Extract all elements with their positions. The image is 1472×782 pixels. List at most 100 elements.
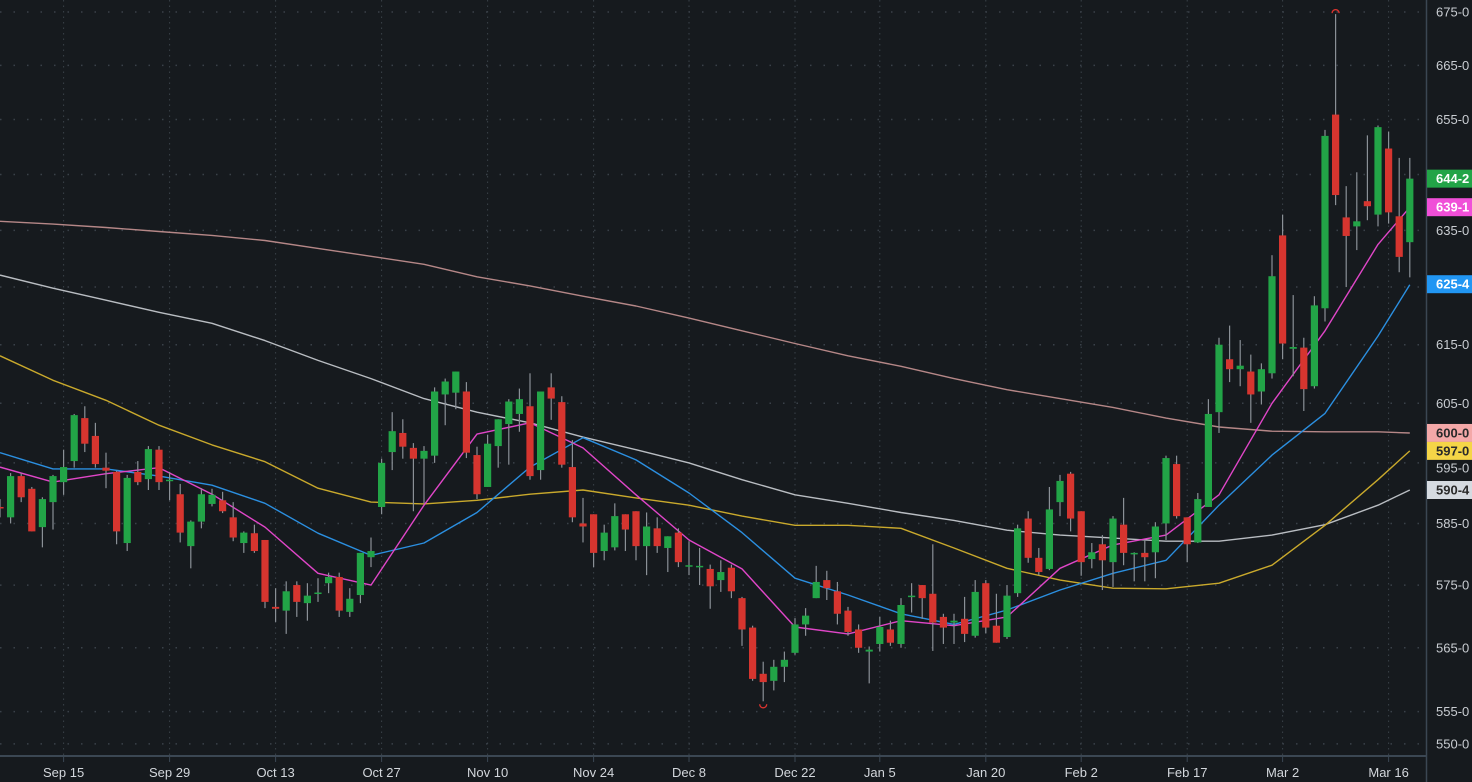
- candle-body: [727, 567, 735, 592]
- candle-body: [399, 432, 407, 447]
- candle: [1353, 172, 1361, 251]
- x-tick-label: Feb 2: [1065, 765, 1098, 780]
- candle: [187, 520, 195, 569]
- candle-body: [282, 591, 290, 611]
- candle-body: [1003, 595, 1011, 638]
- x-tick-label: Mar 16: [1368, 765, 1408, 780]
- candle: [1141, 539, 1149, 582]
- candle: [314, 578, 322, 602]
- candle: [876, 616, 884, 652]
- candle-body: [897, 605, 905, 644]
- candle: [1363, 135, 1371, 221]
- candle-body: [187, 521, 195, 547]
- price-label: 625-4: [1427, 275, 1472, 294]
- high-low-markers: [759, 8, 1340, 709]
- moving-average-line-4: [0, 206, 1411, 635]
- candle-body: [1268, 276, 1276, 374]
- price-label-box: [1427, 423, 1472, 442]
- candle: [1173, 455, 1181, 519]
- candle: [558, 396, 566, 468]
- candle-body: [102, 467, 110, 471]
- candle-body: [579, 523, 587, 527]
- candle-body: [1342, 217, 1350, 236]
- candle: [38, 497, 46, 548]
- candle-body: [1236, 365, 1244, 370]
- price-label: 597-0: [1427, 441, 1472, 460]
- candle-body: [1098, 544, 1106, 561]
- candle: [409, 443, 417, 512]
- candle-body: [717, 572, 725, 581]
- price-label: 639-1: [1427, 198, 1472, 217]
- candle-body: [844, 610, 852, 632]
- candle-body: [855, 629, 863, 648]
- candle: [261, 539, 269, 609]
- candle: [1120, 497, 1128, 566]
- y-axis[interactable]: 675-0 665-0 655-0 635-0 615-0 605-0 595-0 585-0…: [1436, 5, 1469, 752]
- candle-body: [1289, 347, 1297, 349]
- candle: [738, 596, 746, 646]
- candle-body: [590, 514, 598, 553]
- candle-body: [653, 528, 661, 547]
- candle-body: [166, 479, 174, 482]
- candle-body: [1014, 528, 1022, 594]
- candle-body: [314, 592, 322, 595]
- candle-body: [537, 391, 545, 471]
- candle: [123, 474, 131, 552]
- y-tick-label: 655-0: [1436, 112, 1469, 127]
- x-axis[interactable]: Sep 15 Sep 29 Oct 13 Oct 27 Nov 10 Nov 24 Dec …: [43, 756, 1409, 780]
- candle: [356, 552, 364, 604]
- candle: [81, 406, 89, 453]
- candle-body: [749, 627, 757, 679]
- candle-body: [240, 532, 248, 544]
- candle: [727, 564, 735, 599]
- candle-body: [367, 551, 375, 558]
- candle: [929, 544, 937, 651]
- moving-average-line-2: [0, 355, 1411, 590]
- y-tick-label: 565-0: [1436, 640, 1469, 655]
- candle-body: [621, 514, 629, 530]
- candle: [579, 497, 587, 543]
- candle: [1130, 552, 1138, 582]
- candle-body: [91, 435, 99, 465]
- y-tick-label: 615-0: [1436, 337, 1469, 352]
- candle: [696, 547, 704, 586]
- candle: [102, 452, 110, 489]
- candle: [812, 565, 820, 599]
- candle: [484, 434, 492, 487]
- candle-body: [876, 626, 884, 644]
- y-tick-label: 550-0: [1436, 736, 1469, 751]
- candle: [1215, 337, 1223, 433]
- candle: [60, 449, 68, 495]
- candle-body: [473, 455, 481, 495]
- candle-body: [929, 593, 937, 623]
- candle: [7, 473, 15, 524]
- candle: [1077, 511, 1085, 576]
- candle-body: [113, 471, 121, 532]
- candle-body: [293, 585, 301, 602]
- x-tick-label: Dec 22: [774, 765, 815, 780]
- x-tick-label: Jan 5: [864, 765, 896, 780]
- candle: [971, 580, 979, 638]
- price-label-box: [1427, 169, 1472, 188]
- candle-body: [982, 583, 990, 628]
- candle-body: [17, 476, 25, 498]
- candle-body: [908, 595, 916, 598]
- candle-body: [1321, 135, 1329, 309]
- candle-body: [961, 618, 969, 634]
- candle-body: [918, 585, 926, 599]
- x-tick-label: Oct 27: [362, 765, 400, 780]
- candle: [590, 514, 598, 568]
- candle: [1045, 486, 1053, 571]
- candle: [886, 620, 894, 646]
- candle: [113, 470, 121, 545]
- candle-body: [865, 649, 873, 652]
- candle-body: [1045, 509, 1053, 569]
- candle: [303, 583, 311, 621]
- candle: [431, 387, 439, 463]
- x-tick-label: Mar 2: [1266, 765, 1299, 780]
- price-label-box: [1427, 441, 1472, 460]
- candle: [441, 378, 449, 426]
- candle-body: [611, 516, 619, 548]
- candle-body: [378, 462, 386, 507]
- candle-body: [1406, 178, 1414, 243]
